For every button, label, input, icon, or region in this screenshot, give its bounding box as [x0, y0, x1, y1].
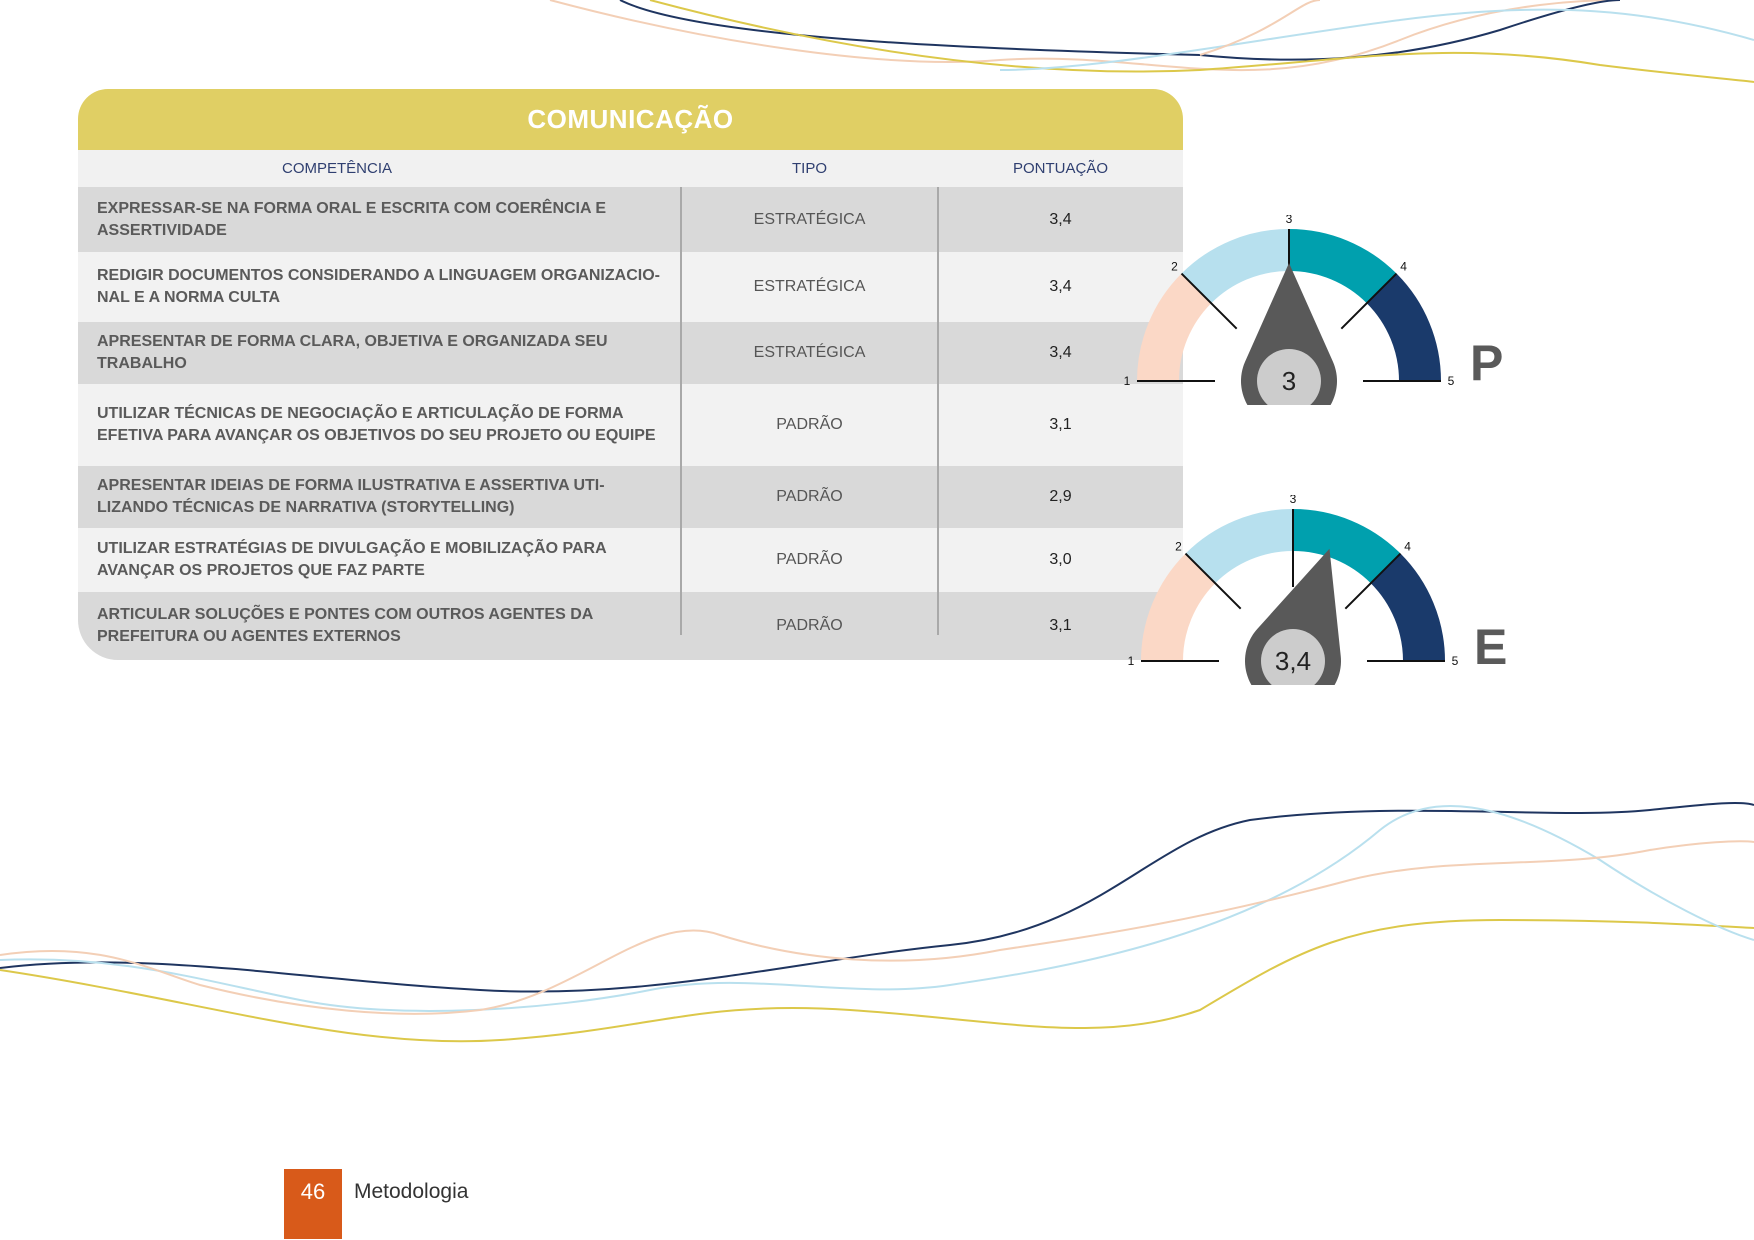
- cell-competencia: APRESENTAR DE FORMA CLARA, OBJETIVA E OR…: [97, 333, 608, 372]
- gauge-hub: [1261, 629, 1325, 685]
- cell-competencia: UTILIZAR TÉCNICAS DE NEGOCIAÇÃO E ARTICU…: [97, 405, 656, 444]
- table-row: APRESENTAR IDEIAS DE FORMA ILUSTRATIVA E…: [78, 466, 1183, 528]
- gauge-band: [1181, 229, 1289, 304]
- gauge-hub: [1257, 349, 1321, 405]
- gauge-tick-label: 5: [1448, 374, 1454, 388]
- gauge-tick-label: 4: [1404, 539, 1411, 553]
- gauge-p-letter: P: [1470, 335, 1504, 391]
- gauge-band: [1289, 229, 1397, 304]
- gauge-p: 1 2 3 4 5 3: [1124, 215, 1454, 405]
- column-divider: [680, 187, 682, 635]
- gauge-tick-label: 4: [1400, 259, 1407, 273]
- cell-pontuacao: 3,1: [1049, 617, 1072, 634]
- table-title: COMUNICAÇÃO: [78, 89, 1183, 150]
- gauge-band: [1366, 273, 1441, 381]
- gauge-tick-label: 2: [1175, 539, 1182, 553]
- cell-pontuacao: 3,4: [1049, 278, 1072, 295]
- cell-competencia: REDIGIR DOCUMENTOS CONSIDERANDO A LINGUA…: [97, 267, 660, 306]
- gauge-tick: [1340, 272, 1398, 330]
- cell-tipo: PADRÃO: [776, 488, 843, 505]
- cell-tipo: ESTRATÉGICA: [753, 344, 866, 361]
- competency-table: COMUNICAÇÃO COMPETÊNCIA TIPO PONTUAÇÃO E…: [78, 89, 1183, 660]
- page-number: 46: [284, 1169, 342, 1239]
- table-row: UTILIZAR ESTRATÉGIAS DE DIVULGAÇÃO E MOB…: [78, 528, 1183, 592]
- cell-pontuacao: 3,0: [1049, 551, 1072, 568]
- gauge-tick: [1344, 552, 1402, 610]
- cell-tipo: PADRÃO: [776, 551, 843, 568]
- header-tipo: TIPO: [791, 160, 827, 177]
- gauge-tick-label: 5: [1452, 654, 1458, 668]
- gauge-tick: [1184, 552, 1242, 610]
- gauge-value: 3: [1282, 366, 1296, 396]
- gauge-band: [1141, 553, 1216, 661]
- cell-tipo: PADRÃO: [776, 617, 843, 634]
- gauge-band: [1370, 553, 1445, 661]
- section-name: Metodologia: [354, 1180, 469, 1203]
- gauge-value: 3,4: [1275, 646, 1311, 676]
- cell-competencia: UTILIZAR ESTRATÉGIAS DE DIVULGAÇÃO E MOB…: [97, 540, 607, 579]
- cell-competencia: APRESENTAR IDEIAS DE FORMA ILUSTRATIVA E…: [97, 477, 605, 516]
- table-row: REDIGIR DOCUMENTOS CONSIDERANDO A LINGUA…: [78, 252, 1183, 322]
- gauge-band: [1185, 509, 1293, 584]
- cell-competencia: EXPRESSAR-SE NA FORMA ORAL E ESCRITA COM…: [97, 199, 607, 239]
- gauge-band: [1137, 273, 1212, 381]
- cell-pontuacao: 3,4: [1049, 344, 1072, 361]
- cell-pontuacao: 2,9: [1049, 488, 1072, 505]
- gauge-tick-label: 2: [1171, 259, 1178, 273]
- gauge-tick-label: 3: [1286, 215, 1293, 226]
- cell-pontuacao: 3,1: [1049, 416, 1072, 433]
- gauge-tick-label: 3: [1290, 495, 1297, 506]
- gauge-e: 1 2 3 4 5 3,4: [1128, 495, 1458, 685]
- gauge-tick: [1180, 272, 1238, 330]
- table-row: ARTICULAR SOLUÇÕES E PONTES COM OUTROS A…: [78, 592, 1183, 660]
- table-header-row: COMPETÊNCIA TIPO PONTUAÇÃO: [78, 150, 1183, 187]
- header-competencia: COMPETÊNCIA: [282, 160, 393, 177]
- cell-tipo: ESTRATÉGICA: [753, 278, 866, 295]
- gauge-tick-label: 1: [1124, 374, 1131, 388]
- cell-pontuacao: 3,4: [1049, 210, 1072, 228]
- gauge-band: [1293, 509, 1401, 584]
- table-row: APRESENTAR DE FORMA CLARA, OBJETIVA E OR…: [78, 322, 1183, 384]
- cell-tipo: ESTRATÉGICA: [753, 210, 866, 228]
- gauge-e-letter: E: [1474, 619, 1508, 675]
- table-row: UTILIZAR TÉCNICAS DE NEGOCIAÇÃO E ARTICU…: [78, 384, 1183, 466]
- header-pontuacao: PONTUAÇÃO: [1012, 160, 1108, 177]
- cell-competencia: ARTICULAR SOLUÇÕES E PONTES COM OUTROS A…: [97, 606, 593, 645]
- column-divider: [937, 187, 939, 635]
- table-row: EXPRESSAR-SE NA FORMA ORAL E ESCRITA COM…: [78, 187, 1183, 252]
- cell-tipo: PADRÃO: [776, 416, 843, 433]
- gauge-tick-label: 1: [1128, 654, 1135, 668]
